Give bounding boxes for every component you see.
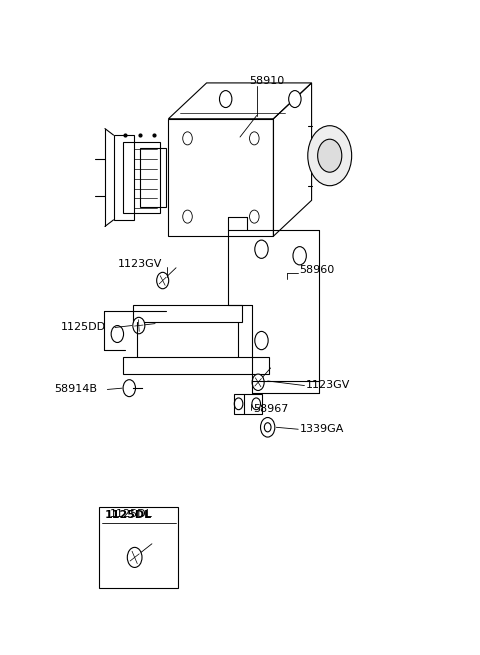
Text: 1125DD: 1125DD (61, 322, 106, 333)
Text: 1125DL: 1125DL (105, 510, 152, 520)
Text: 58910: 58910 (250, 76, 285, 86)
Text: 1123GV: 1123GV (306, 380, 350, 390)
Text: 58967: 58967 (253, 404, 289, 414)
Circle shape (308, 126, 352, 186)
Circle shape (127, 548, 142, 567)
Circle shape (288, 90, 301, 107)
Text: 58960: 58960 (300, 265, 335, 275)
Circle shape (252, 374, 264, 390)
Circle shape (219, 90, 232, 107)
Circle shape (318, 140, 342, 172)
Text: 1123GV: 1123GV (118, 259, 163, 269)
Text: 1125DL: 1125DL (110, 509, 153, 519)
Circle shape (133, 317, 145, 334)
Text: 58914B: 58914B (54, 384, 97, 394)
Text: 1339GA: 1339GA (300, 424, 344, 434)
Circle shape (156, 272, 168, 289)
